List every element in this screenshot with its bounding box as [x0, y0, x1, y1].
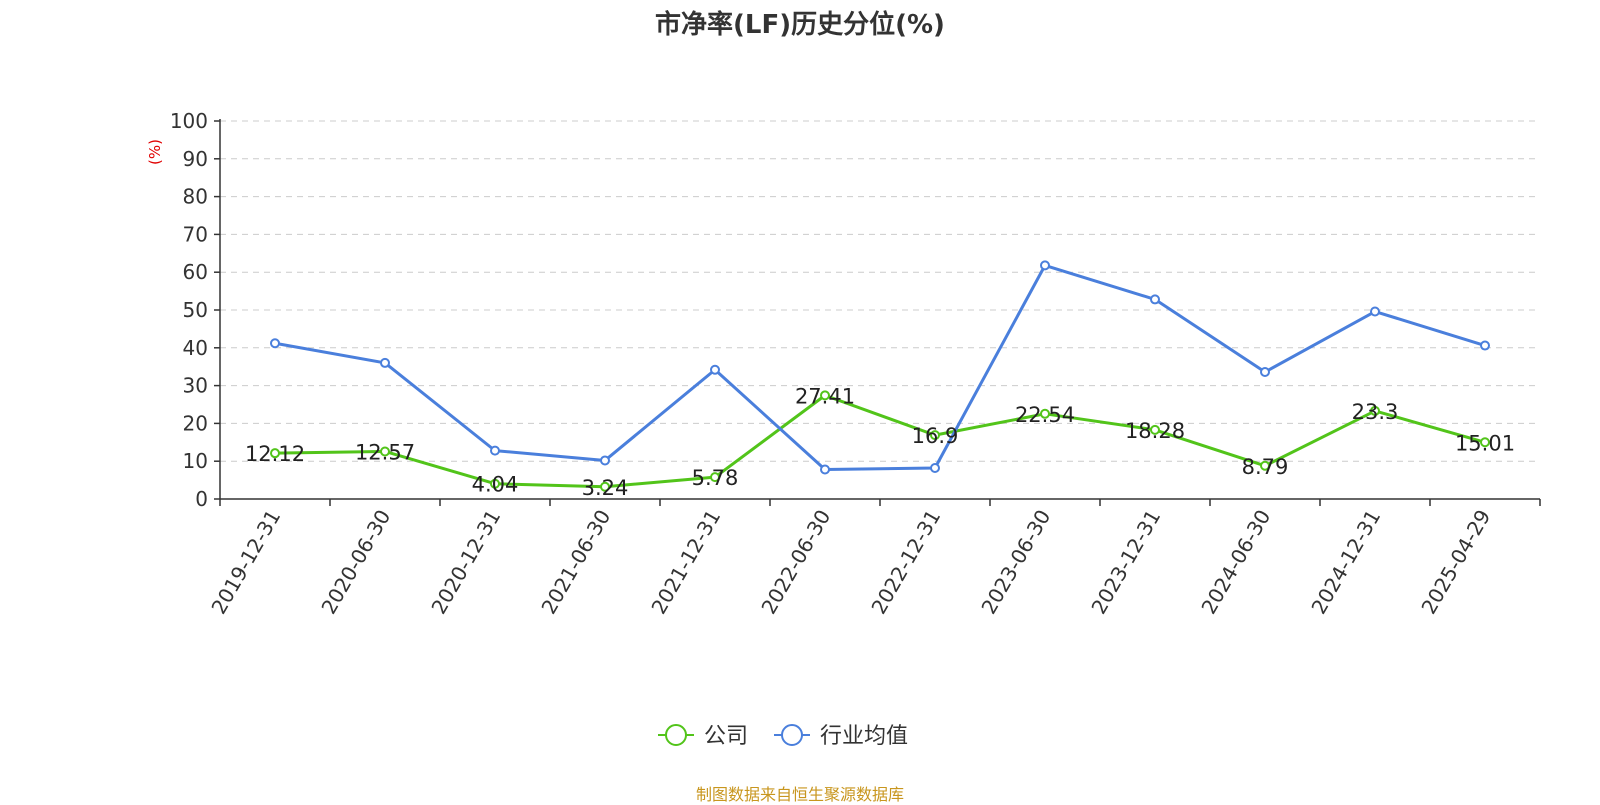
legend-symbol-marker — [665, 724, 687, 746]
series-1-point[interactable] — [1040, 260, 1050, 271]
line-chart: 0 10 20 30 40 50 60 70 80 90 100 2019-12-31 2020-06-… — [146, 109, 1541, 749]
series-1-point[interactable] — [930, 463, 940, 474]
series-0-point[interactable] — [1040, 408, 1050, 419]
series-1-point[interactable] — [600, 455, 610, 466]
x-tick-label: 2022-06-30 — [756, 506, 835, 619]
series-0-point[interactable] — [930, 430, 940, 441]
data-label: 5.78 — [692, 466, 739, 490]
x-tick-label: 2021-06-30 — [536, 506, 615, 619]
series-1-point[interactable] — [820, 464, 830, 475]
data-label: 27.41 — [795, 384, 855, 408]
y-tick-label: 80 — [183, 185, 208, 209]
series-1-point[interactable] — [1370, 306, 1380, 317]
series-1-point[interactable] — [490, 445, 500, 456]
data-label: 12.12 — [245, 442, 305, 466]
series — [270, 260, 1490, 492]
series-0-point[interactable] — [1480, 437, 1490, 448]
x-tick-label: 2025-04-29 — [1416, 506, 1495, 619]
series-0-point[interactable] — [600, 481, 610, 492]
data-label: 22.54 — [1015, 403, 1075, 427]
x-tick-label: 2020-06-30 — [316, 506, 395, 619]
legend-item-0[interactable]: 公司 — [658, 724, 748, 749]
series-0-point[interactable] — [1150, 424, 1160, 435]
data-labels: 12.12 12.57 4.04 3.24 5.78 27.41 16.9 22.54 18.2… — [245, 384, 1515, 499]
series-1-point[interactable] — [1150, 294, 1160, 305]
data-source-note: 制图数据来自恒生聚源数据库 — [695, 785, 904, 804]
data-label: 16.9 — [912, 424, 959, 448]
y-tick-label: 100 — [170, 109, 208, 133]
y-tick-label: 60 — [183, 260, 208, 284]
y-tick-label: 40 — [183, 336, 208, 360]
series-1-point[interactable] — [1260, 366, 1270, 377]
series-0-point[interactable] — [710, 472, 720, 483]
x-tick-label: 2020-12-31 — [426, 506, 505, 619]
legend-label: 公司 — [704, 724, 748, 749]
series-0-point[interactable] — [1260, 460, 1270, 471]
x-tick-label: 2021-12-31 — [646, 506, 725, 619]
data-label: 12.57 — [355, 440, 415, 464]
series-1-point[interactable] — [710, 364, 720, 375]
x-tick-label: 2023-12-31 — [1086, 506, 1165, 619]
legend-label: 行业均值 — [820, 724, 908, 749]
y-tick-label: 90 — [183, 147, 208, 171]
data-label: 8.79 — [1242, 455, 1289, 479]
y-axis-unit-label: (%) — [146, 139, 164, 165]
y-tick-label: 0 — [195, 487, 208, 511]
x-tick-label: 2024-12-31 — [1306, 506, 1385, 619]
legend[interactable]: 公司 行业均值 — [658, 724, 908, 749]
chart-title: 市净率(LF)历史分位(%) — [655, 10, 945, 40]
y-tick-label: 10 — [183, 449, 208, 473]
series-1-point[interactable] — [1480, 340, 1490, 351]
data-label: 15.01 — [1455, 431, 1515, 455]
series-line-0 — [274, 393, 1486, 489]
x-tick-label: 2024-06-30 — [1196, 506, 1275, 619]
x-tick-label: 2019-12-31 — [206, 506, 285, 619]
series-line-1 — [274, 263, 1486, 472]
legend-item-1[interactable]: 行业均值 — [774, 724, 908, 749]
y-tick-label: 20 — [183, 411, 208, 435]
y-tick-label: 30 — [183, 374, 208, 398]
data-label: 4.04 — [472, 473, 519, 497]
grid-lines — [220, 120, 1540, 462]
series-1-point[interactable] — [270, 338, 280, 349]
data-label: 3.24 — [582, 476, 629, 500]
series-0-point[interactable] — [820, 390, 830, 401]
data-label: 23.3 — [1352, 400, 1399, 424]
legend-symbol-marker — [781, 724, 803, 746]
x-tick-label: 2023-06-30 — [976, 506, 1055, 619]
x-tick-label: 2022-12-31 — [866, 506, 945, 619]
axes: 0 10 20 30 40 50 60 70 80 90 100 2019-12-31 2020-06-… — [170, 109, 1541, 619]
series-0-point[interactable] — [490, 478, 500, 489]
data-label: 18.28 — [1125, 419, 1185, 443]
y-tick-label: 50 — [183, 298, 208, 322]
series-0-point[interactable] — [380, 446, 390, 457]
series-0-point[interactable] — [270, 448, 280, 459]
series-0-point[interactable] — [1370, 405, 1380, 416]
y-tick-label: 70 — [183, 222, 208, 246]
series-1-point[interactable] — [380, 357, 390, 368]
